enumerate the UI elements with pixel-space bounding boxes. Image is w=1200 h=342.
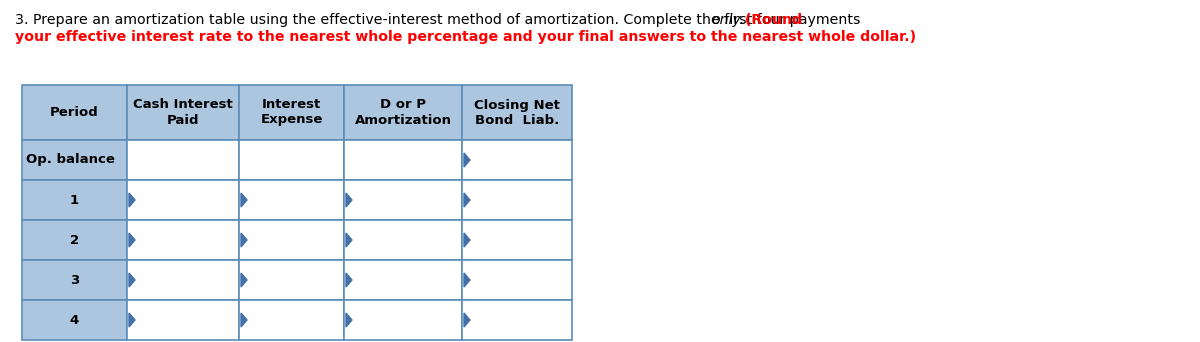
Bar bbox=[239, 220, 344, 260]
Bar bbox=[239, 85, 344, 140]
Polygon shape bbox=[346, 193, 352, 207]
Bar bbox=[22, 220, 127, 260]
Bar bbox=[344, 220, 462, 260]
Bar bbox=[462, 140, 572, 180]
Text: Interest
Expense: Interest Expense bbox=[260, 98, 323, 127]
Bar bbox=[239, 180, 344, 220]
Bar bbox=[462, 260, 572, 300]
Text: Op. balance: Op. balance bbox=[26, 154, 115, 167]
Polygon shape bbox=[130, 313, 134, 327]
Bar bbox=[22, 180, 127, 220]
Polygon shape bbox=[464, 313, 470, 327]
Polygon shape bbox=[346, 233, 352, 247]
Bar bbox=[127, 140, 239, 180]
Bar bbox=[22, 300, 127, 340]
Polygon shape bbox=[464, 153, 470, 167]
Text: D or P
Amortization: D or P Amortization bbox=[354, 98, 451, 127]
Text: only.: only. bbox=[712, 13, 744, 27]
Text: 1: 1 bbox=[70, 194, 79, 207]
Polygon shape bbox=[464, 233, 470, 247]
Text: Period: Period bbox=[50, 106, 98, 119]
Bar bbox=[127, 85, 239, 140]
Text: 4: 4 bbox=[70, 314, 79, 327]
Text: (Round: (Round bbox=[740, 13, 803, 27]
Bar bbox=[22, 85, 127, 140]
Polygon shape bbox=[241, 233, 247, 247]
Bar bbox=[127, 260, 239, 300]
Bar bbox=[127, 220, 239, 260]
Bar bbox=[462, 85, 572, 140]
Bar bbox=[344, 180, 462, 220]
Bar bbox=[127, 180, 239, 220]
Polygon shape bbox=[346, 313, 352, 327]
Polygon shape bbox=[241, 193, 247, 207]
Polygon shape bbox=[464, 193, 470, 207]
Bar bbox=[239, 300, 344, 340]
Text: Closing Net
Bond  Liab.: Closing Net Bond Liab. bbox=[474, 98, 560, 127]
Bar bbox=[344, 140, 462, 180]
Text: 3. Prepare an amortization table using the effective-interest method of amortiza: 3. Prepare an amortization table using t… bbox=[14, 13, 865, 27]
Text: your effective interest rate to the nearest whole percentage and your final answ: your effective interest rate to the near… bbox=[14, 30, 916, 44]
Bar bbox=[344, 85, 462, 140]
Polygon shape bbox=[346, 273, 352, 287]
Polygon shape bbox=[464, 273, 470, 287]
Bar bbox=[22, 260, 127, 300]
Text: 2: 2 bbox=[70, 234, 79, 247]
Bar bbox=[462, 220, 572, 260]
Polygon shape bbox=[130, 273, 134, 287]
Bar bbox=[462, 180, 572, 220]
Text: 3: 3 bbox=[70, 274, 79, 287]
Bar bbox=[127, 300, 239, 340]
Bar bbox=[239, 140, 344, 180]
Text: Cash Interest
Paid: Cash Interest Paid bbox=[133, 98, 233, 127]
Polygon shape bbox=[130, 193, 134, 207]
Bar bbox=[239, 260, 344, 300]
Polygon shape bbox=[241, 273, 247, 287]
Polygon shape bbox=[241, 313, 247, 327]
Bar bbox=[22, 140, 127, 180]
Bar bbox=[344, 300, 462, 340]
Bar bbox=[462, 300, 572, 340]
Polygon shape bbox=[130, 233, 134, 247]
Bar bbox=[344, 260, 462, 300]
